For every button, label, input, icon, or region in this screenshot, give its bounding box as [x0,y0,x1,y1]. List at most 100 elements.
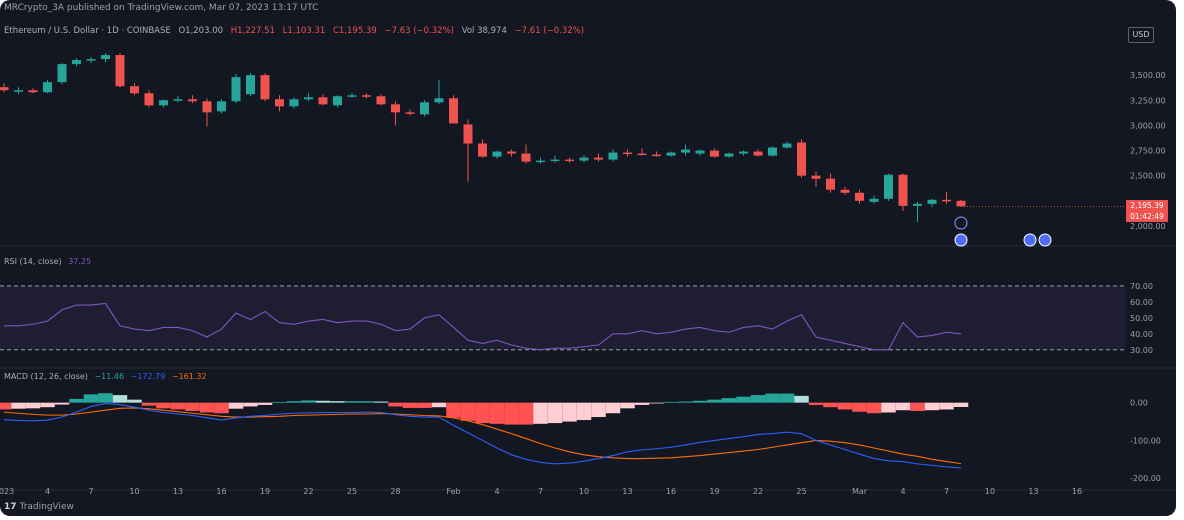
symbol-label: Ethereum / U.S. Dollar · 1D · COINBASE [4,26,171,36]
alert-marker-icon [954,216,968,230]
macd-signal-line [3,407,962,465]
price-axis-tick: 2,750.00 [1130,147,1166,156]
candle-body [159,100,168,106]
time-axis-tick: Feb [446,487,460,496]
rsi-axis-tick: 30.00 [1130,346,1153,355]
candle-body [913,203,922,206]
candle-body [681,149,690,153]
macd-histogram-bar [736,396,751,403]
candle-body [956,200,966,207]
macd-histogram-bar [417,402,432,408]
event-marker-icon [954,233,968,247]
candle-body [347,95,357,97]
candle-body [550,159,560,162]
candle-body [927,199,937,204]
macd-histogram-bar [924,402,940,411]
macd-histogram-bar [808,402,824,405]
macd-histogram-bar [170,402,186,410]
macd-histogram-bar [518,402,534,425]
macd-hist-value: −11.46 [94,372,125,381]
macd-histogram-bar [576,402,592,421]
candle-body [318,97,328,105]
event-marker-icon [1023,233,1037,247]
candle-body [144,93,154,106]
candle-body [72,60,81,65]
event-marker-icon [1038,233,1052,247]
time-axis-tick: 28 [390,487,400,496]
price-axis-tick: 3,250.00 [1130,96,1166,105]
macd-histogram-bar [344,401,360,403]
macd-label: MACD (12, 26, close) [4,372,88,381]
currency-button[interactable]: USD [1128,27,1154,43]
time-axis-tick: 4 [900,487,905,496]
candle-body [753,151,763,156]
time-axis-tick: 10 [579,487,589,496]
candle-body [260,75,270,100]
macd-histogram-bar [141,402,157,406]
rsi-axis-tick: 70.00 [1130,282,1153,291]
time-axis-tick: 7 [88,487,93,496]
high-value: H1,227.51 [230,26,275,36]
candle-body [188,99,197,102]
rsi-axis-tick: 40.00 [1130,330,1153,339]
macd-histogram-bar [881,402,896,413]
candle-body [608,152,618,160]
candle-body [130,86,139,94]
macd-histogram-bar [40,402,55,408]
price-axis-tick: 2,000.00 [1130,222,1166,231]
last-price-tag: 2,195.39 [1126,200,1168,212]
rsi-value: 37.25 [68,257,92,266]
time-axis-tick: 22 [753,487,763,496]
macd-histogram-bar [11,402,26,409]
macd-histogram-bar [25,402,41,409]
candle-body [695,150,705,154]
macd-histogram-bar [866,402,882,414]
candle-body [855,192,864,201]
rsi-line [4,302,962,351]
macd-histogram-bar [83,394,99,403]
candle-body [101,55,110,60]
candle-body [57,64,67,83]
macd-histogram-bar [156,402,171,409]
candle-body [869,198,879,202]
macd-histogram-bar [939,402,954,410]
macd-histogram-bar [0,402,12,410]
macd-histogram-bar [852,402,867,412]
time-axis-tick: 19 [260,487,270,496]
candle-body [333,96,342,106]
macd-histogram-bar [214,402,229,414]
macd-histogram-bar [794,395,809,403]
candle-body [724,153,734,157]
published-line: MRCrypto_3A published on TradingView.com… [4,3,319,13]
macd-histogram-bar [431,402,447,408]
candle-body [739,151,748,154]
macd-histogram-bar [765,393,780,403]
candle-body [463,124,473,144]
macd-histogram-bar [953,402,969,407]
macd-histogram-bar [620,402,635,409]
macd-histogram-bar [634,402,650,405]
candle-body [304,97,313,100]
time-axis-tick: 7 [538,487,543,496]
macd-histogram-bar [460,402,476,421]
macd-histogram-bar [489,402,505,424]
time-axis-tick: Mar [852,487,868,496]
candle-body [797,142,806,176]
tradingview-name: TradingView [19,502,74,512]
macd-histogram-bar [475,402,490,424]
candle-body [246,75,255,95]
macd-histogram-bar [127,399,142,403]
open-value: O1,203.00 [178,26,224,36]
candle-body [492,151,502,157]
candle-body [579,157,589,161]
time-axis-tick: 2023 [0,487,14,496]
candle-body [0,87,9,91]
time-axis-tick: 7 [944,487,949,496]
low-value: L1,103.31 [282,26,326,36]
time-axis-tick: 16 [216,487,226,496]
macd-histogram-bar [591,402,606,418]
macd-histogram-bar [750,395,766,403]
candle-body [521,153,531,162]
